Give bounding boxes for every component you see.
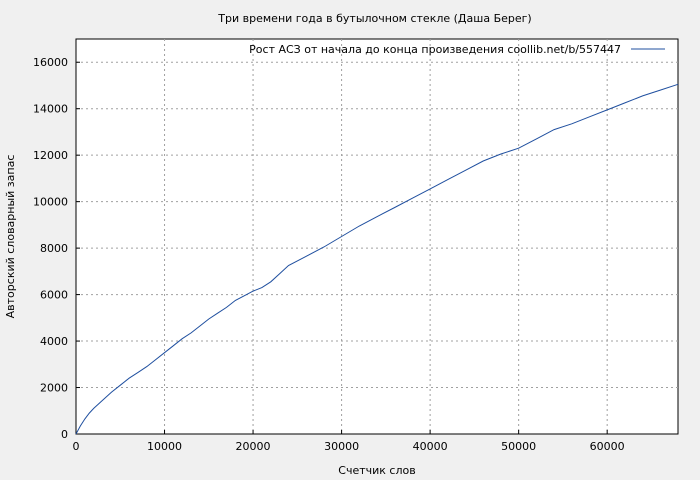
y-tick-labels: 0 2000 4000 6000 8000 10000 12000 14000 16000 [33,56,68,441]
x-tick-label: 50000 [501,440,536,453]
y-tick-label: 2000 [40,382,68,395]
y-tick-label: 16000 [33,56,68,69]
x-axis-label: Счетчик слов [338,464,415,477]
y-tick-label: 8000 [40,242,68,255]
x-tick-label: 20000 [236,440,271,453]
y-tick-label: 10000 [33,196,68,209]
legend-label: Рост АСЗ от начала до конца произведения… [249,43,621,56]
y-tick-label: 6000 [40,289,68,302]
x-tick-labels: 0 10000 20000 30000 40000 50000 60000 [73,440,625,453]
x-tick-label: 60000 [590,440,625,453]
x-tick-label: 10000 [147,440,182,453]
series-line [75,83,679,435]
chart-title: Три времени года в бутылочном стекле (Да… [217,12,531,25]
x-tick-label: 0 [73,440,80,453]
y-tick-label: 0 [61,428,68,441]
y-tick-label: 14000 [33,103,68,116]
grid-lines [75,39,678,435]
plot-area [75,38,679,435]
y-tick-label: 4000 [40,335,68,348]
x-tick-label: 30000 [324,440,359,453]
y-tick-label: 12000 [33,149,68,162]
y-axis-label: Авторский словарный запас [4,155,17,319]
x-tick-label: 40000 [413,440,448,453]
legend: Рост АСЗ от начала до конца произведения… [249,43,665,56]
